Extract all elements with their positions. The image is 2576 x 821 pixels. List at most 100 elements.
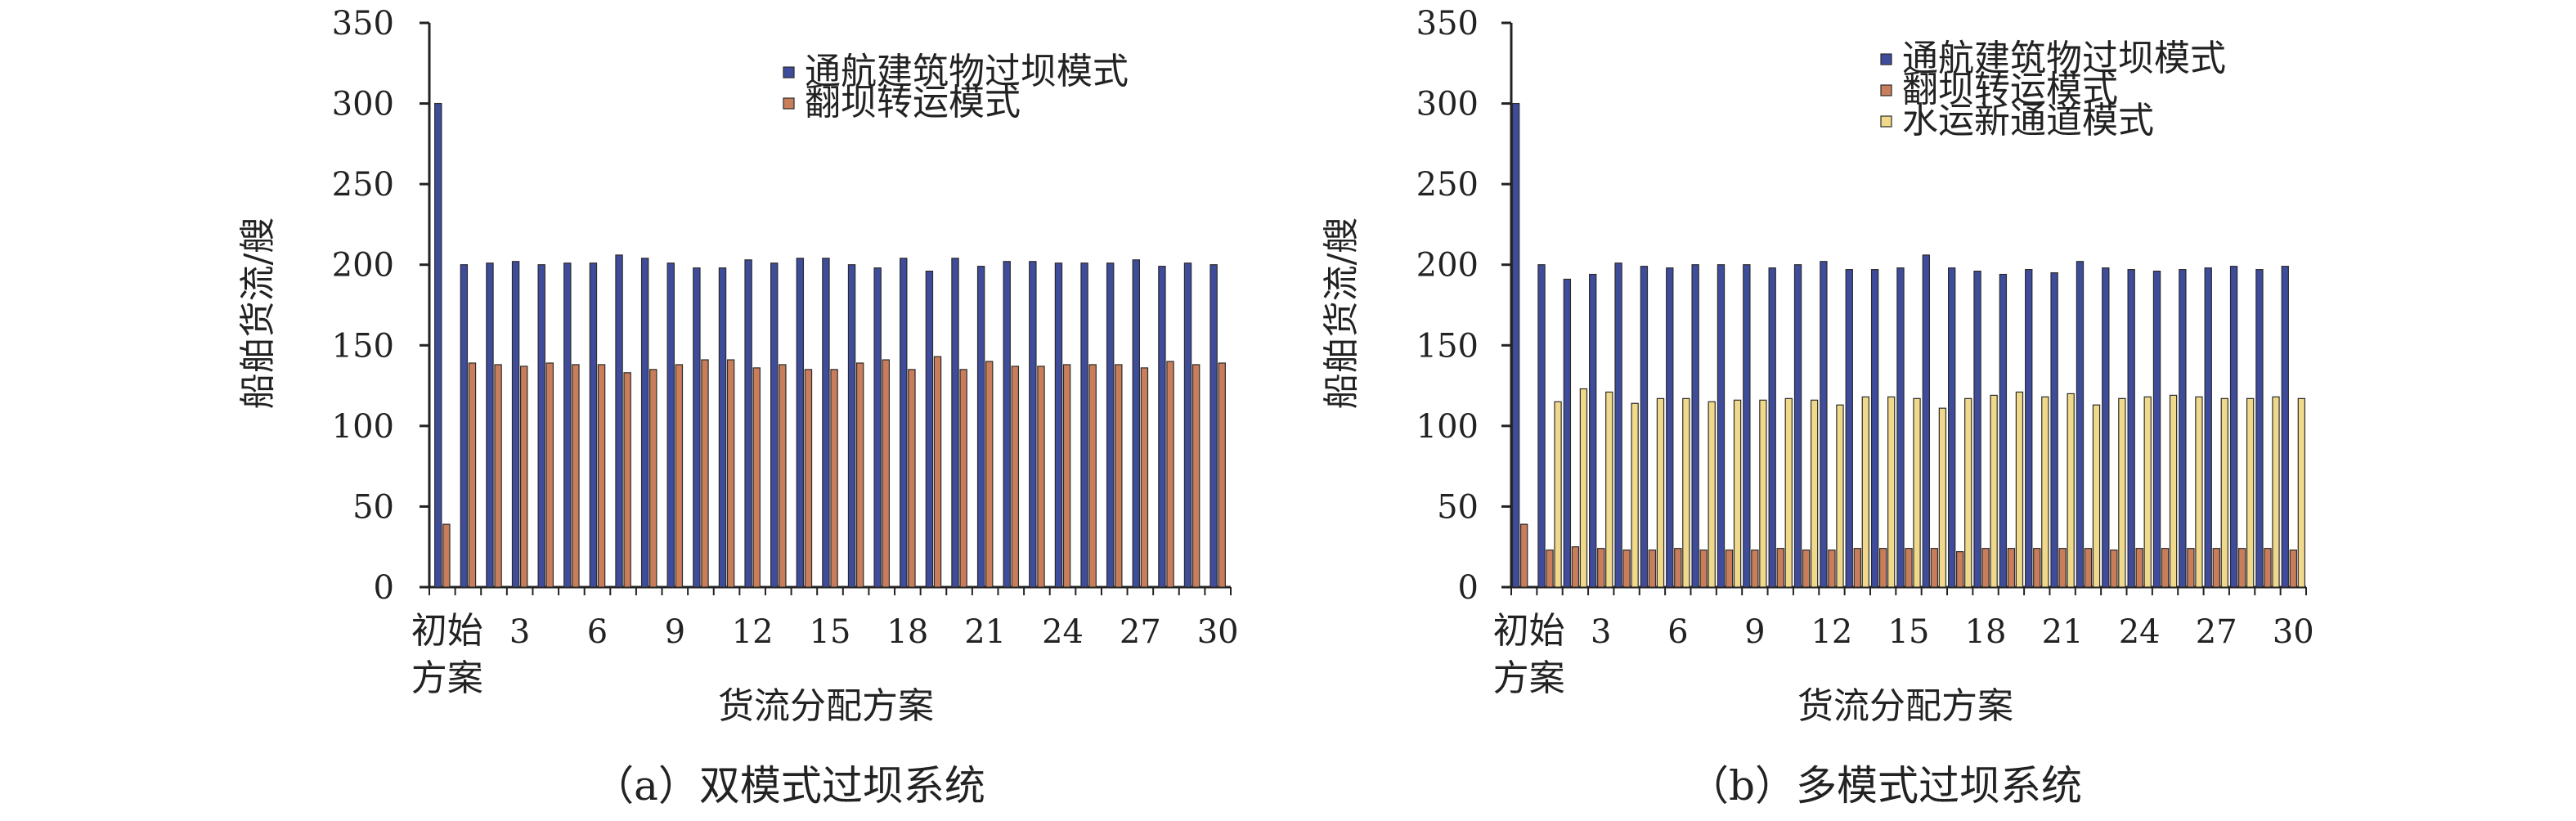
bar-series-3-cat-14 <box>1887 396 1896 588</box>
bar-series-2-cat-7 <box>623 372 631 588</box>
y-tick-label: 300 <box>1416 86 1479 123</box>
bar-series-2-cat-29 <box>1192 364 1200 588</box>
bar-series-2-cat-27 <box>2212 548 2220 588</box>
bar-series-1-cat-12 <box>1820 261 1828 588</box>
bar-series-2-cat-11 <box>726 359 735 588</box>
y-tick-label: 0 <box>374 569 394 607</box>
y-tick-label: 200 <box>332 247 394 285</box>
bar-series-2-cat-16 <box>855 362 864 588</box>
y-tick-label: 350 <box>1416 5 1479 43</box>
bar-series-1-cat-7 <box>615 254 623 588</box>
bar-series-2-cat-8 <box>1725 550 1734 588</box>
y-tick-label: 100 <box>1416 408 1479 446</box>
bar-series-3-cat-16 <box>1938 407 1947 588</box>
bar-series-1-cat-5 <box>1640 266 1649 588</box>
bar-series-2-cat-13 <box>779 364 787 588</box>
bar-series-2-cat-4 <box>545 362 554 588</box>
bar-series-1-cat-15 <box>1896 267 1905 588</box>
y-tick-label: 250 <box>332 166 394 204</box>
bar-series-2-cat-0 <box>442 523 451 588</box>
bar-series-2-cat-13 <box>1853 548 1861 588</box>
panel-caption: （b）多模式过坝系统 <box>1688 762 2082 810</box>
bar-series-2-cat-2 <box>494 364 502 588</box>
x-tick-label: 12 <box>732 613 774 651</box>
bar-series-1-cat-25 <box>2152 271 2161 588</box>
bar-series-2-cat-1 <box>468 362 477 588</box>
bar-series-2-cat-20 <box>2033 548 2041 588</box>
bar-series-1-cat-21 <box>2050 271 2058 588</box>
bar-series-2-cat-18 <box>1981 548 1990 588</box>
x-tick-label: 6 <box>1667 613 1688 651</box>
bar-series-1-cat-14 <box>796 258 805 588</box>
bar-series-3-cat-19 <box>2015 391 2024 588</box>
bar-series-1-cat-13 <box>770 262 779 588</box>
bar-series-2-cat-4 <box>1622 550 1631 588</box>
bar-series-1-cat-18 <box>1973 271 1981 588</box>
bar-series-2-cat-25 <box>2161 548 2170 588</box>
bar-series-3-cat-21 <box>2067 393 2075 588</box>
x-tick-label-initial: 方案 <box>411 657 483 699</box>
bar-series-1-cat-5 <box>563 262 572 588</box>
x-tick-label: 27 <box>1120 613 1161 651</box>
bar-series-3-cat-29 <box>2272 396 2280 588</box>
legend-label-2: 翻坝转运模式 <box>805 82 1021 123</box>
y-tick-label: 150 <box>332 327 394 365</box>
bar-series-2-cat-12 <box>752 367 761 588</box>
bar-series-1-cat-9 <box>1743 264 1751 588</box>
bar-series-1-cat-16 <box>1922 254 1930 588</box>
bar-series-3-cat-12 <box>1836 404 1844 588</box>
bar-series-3-cat-13 <box>1861 396 1870 588</box>
bar-series-3-cat-8 <box>1733 399 1742 588</box>
x-tick-label: 24 <box>2119 613 2161 651</box>
bar-series-2-cat-11 <box>1802 550 1811 588</box>
bar-series-1-cat-18 <box>900 258 908 588</box>
bar-series-2-cat-30 <box>2289 550 2297 588</box>
legend-swatch-3 <box>1880 115 1892 128</box>
bar-series-3-cat-1 <box>1554 401 1562 588</box>
bar-series-2-cat-6 <box>597 364 606 588</box>
x-tick-label: 15 <box>810 613 851 651</box>
legend-swatch-1 <box>1880 53 1892 65</box>
bar-series-2-cat-25 <box>1088 364 1097 588</box>
bar-series-2-cat-27 <box>1140 367 1149 588</box>
bar-series-1-cat-4 <box>1614 262 1622 588</box>
bar-series-3-cat-26 <box>2195 396 2203 588</box>
bar-series-2-cat-28 <box>2237 548 2246 588</box>
bar-series-2-cat-15 <box>830 369 838 588</box>
bar-series-3-cat-30 <box>2297 397 2306 588</box>
bar-series-2-cat-19 <box>2007 548 2016 588</box>
bar-series-2-cat-15 <box>1905 548 1913 588</box>
bar-series-2-cat-30 <box>1218 362 1226 588</box>
bar-series-3-cat-18 <box>1990 394 1998 588</box>
bar-series-1-cat-17 <box>873 267 882 588</box>
bar-series-1-cat-10 <box>693 267 701 588</box>
bar-series-2-cat-8 <box>649 369 657 588</box>
bar-series-1-cat-24 <box>1054 262 1063 588</box>
bar-series-1-cat-22 <box>1003 261 1011 588</box>
bar-series-1-cat-20 <box>951 258 959 588</box>
bar-series-3-cat-5 <box>1656 397 1665 588</box>
x-tick-label: 9 <box>665 613 685 651</box>
bar-series-1-cat-7 <box>1691 264 1699 588</box>
bar-series-1-cat-27 <box>2204 267 2212 588</box>
bar-series-2-cat-18 <box>908 369 916 588</box>
bar-series-2-cat-14 <box>1878 548 1887 588</box>
bar-series-2-cat-17 <box>1956 551 1964 588</box>
y-tick-label: 300 <box>332 86 394 123</box>
bar-series-2-cat-29 <box>2264 548 2272 588</box>
bar-series-1-cat-13 <box>1845 269 1853 588</box>
bar-series-2-cat-21 <box>985 361 994 588</box>
bar-series-1-cat-0 <box>1511 102 1520 588</box>
bar-series-1-cat-25 <box>1080 262 1088 588</box>
bar-series-1-cat-12 <box>744 259 752 588</box>
bar-series-1-cat-2 <box>1563 278 1572 588</box>
legend-label-1: 通航建筑物过坝模式 <box>805 51 1129 92</box>
x-axis-label: 货流分配方案 <box>1797 685 2013 727</box>
bar-series-3-cat-28 <box>2246 397 2255 588</box>
legend-swatch-1 <box>783 66 795 79</box>
bar-series-1-cat-17 <box>1948 267 1956 588</box>
